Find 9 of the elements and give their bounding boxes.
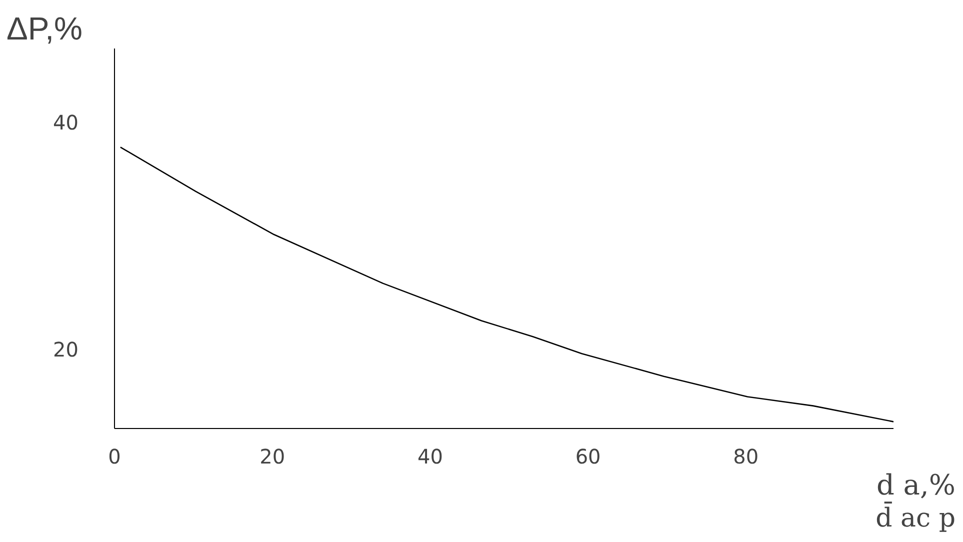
x-tick-label: 0 bbox=[108, 444, 121, 468]
x-tick-label: 40 bbox=[417, 444, 443, 468]
x-tick-label: 80 bbox=[733, 444, 759, 468]
text: d̄ ac p bbox=[876, 500, 956, 534]
y-axis-title: ΔP,% bbox=[6, 10, 82, 46]
x-tick-label: 20 bbox=[260, 444, 286, 468]
line-series bbox=[120, 146, 894, 422]
x-tick-label: 60 bbox=[575, 444, 601, 468]
x-axis-title: d a,% bbox=[876, 468, 956, 502]
